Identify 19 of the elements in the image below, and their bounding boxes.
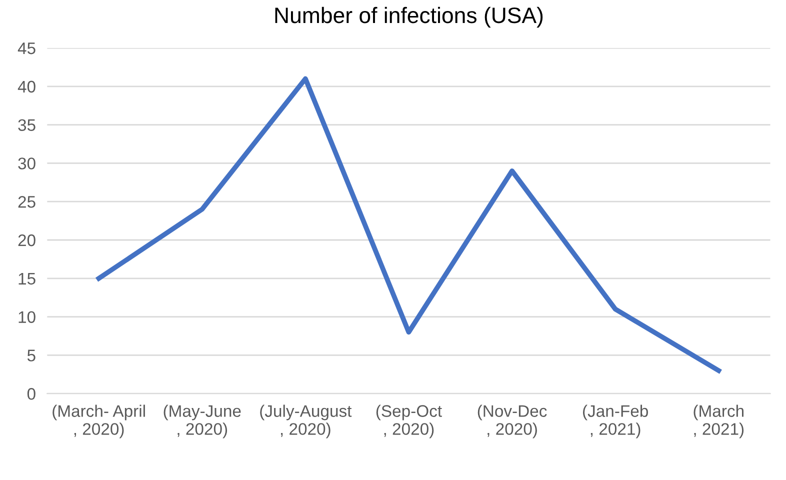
y-tick-label: 25 <box>18 196 36 208</box>
x-tick-label: (March , 2021) <box>694 404 744 438</box>
chart-title: Number of infections (USA) <box>275 6 543 28</box>
y-tick-label: 20 <box>18 234 36 246</box>
x-tick-label: (Jan-Feb , 2021) <box>583 404 648 438</box>
x-tick-label: (March- April , 2020) <box>52 404 145 438</box>
x-tick-label: (May-June , 2020) <box>164 404 241 438</box>
y-tick-label: 15 <box>18 272 36 285</box>
y-tick-label: 0 <box>27 388 36 400</box>
y-tick-label: 35 <box>18 119 36 132</box>
y-tick-label: 45 <box>18 42 36 54</box>
x-tick-label: (Sep-Oct , 2020) <box>376 404 442 438</box>
x-tick-label: (July-August , 2020) <box>260 404 352 438</box>
line-series <box>96 76 722 373</box>
y-tick-label: 5 <box>27 350 36 362</box>
x-tick-label: (Nov-Dec , 2020) <box>478 404 547 438</box>
y-tick-label: 40 <box>18 80 36 93</box>
y-tick-label: 10 <box>18 311 36 324</box>
y-tick-label: 30 <box>18 158 36 170</box>
